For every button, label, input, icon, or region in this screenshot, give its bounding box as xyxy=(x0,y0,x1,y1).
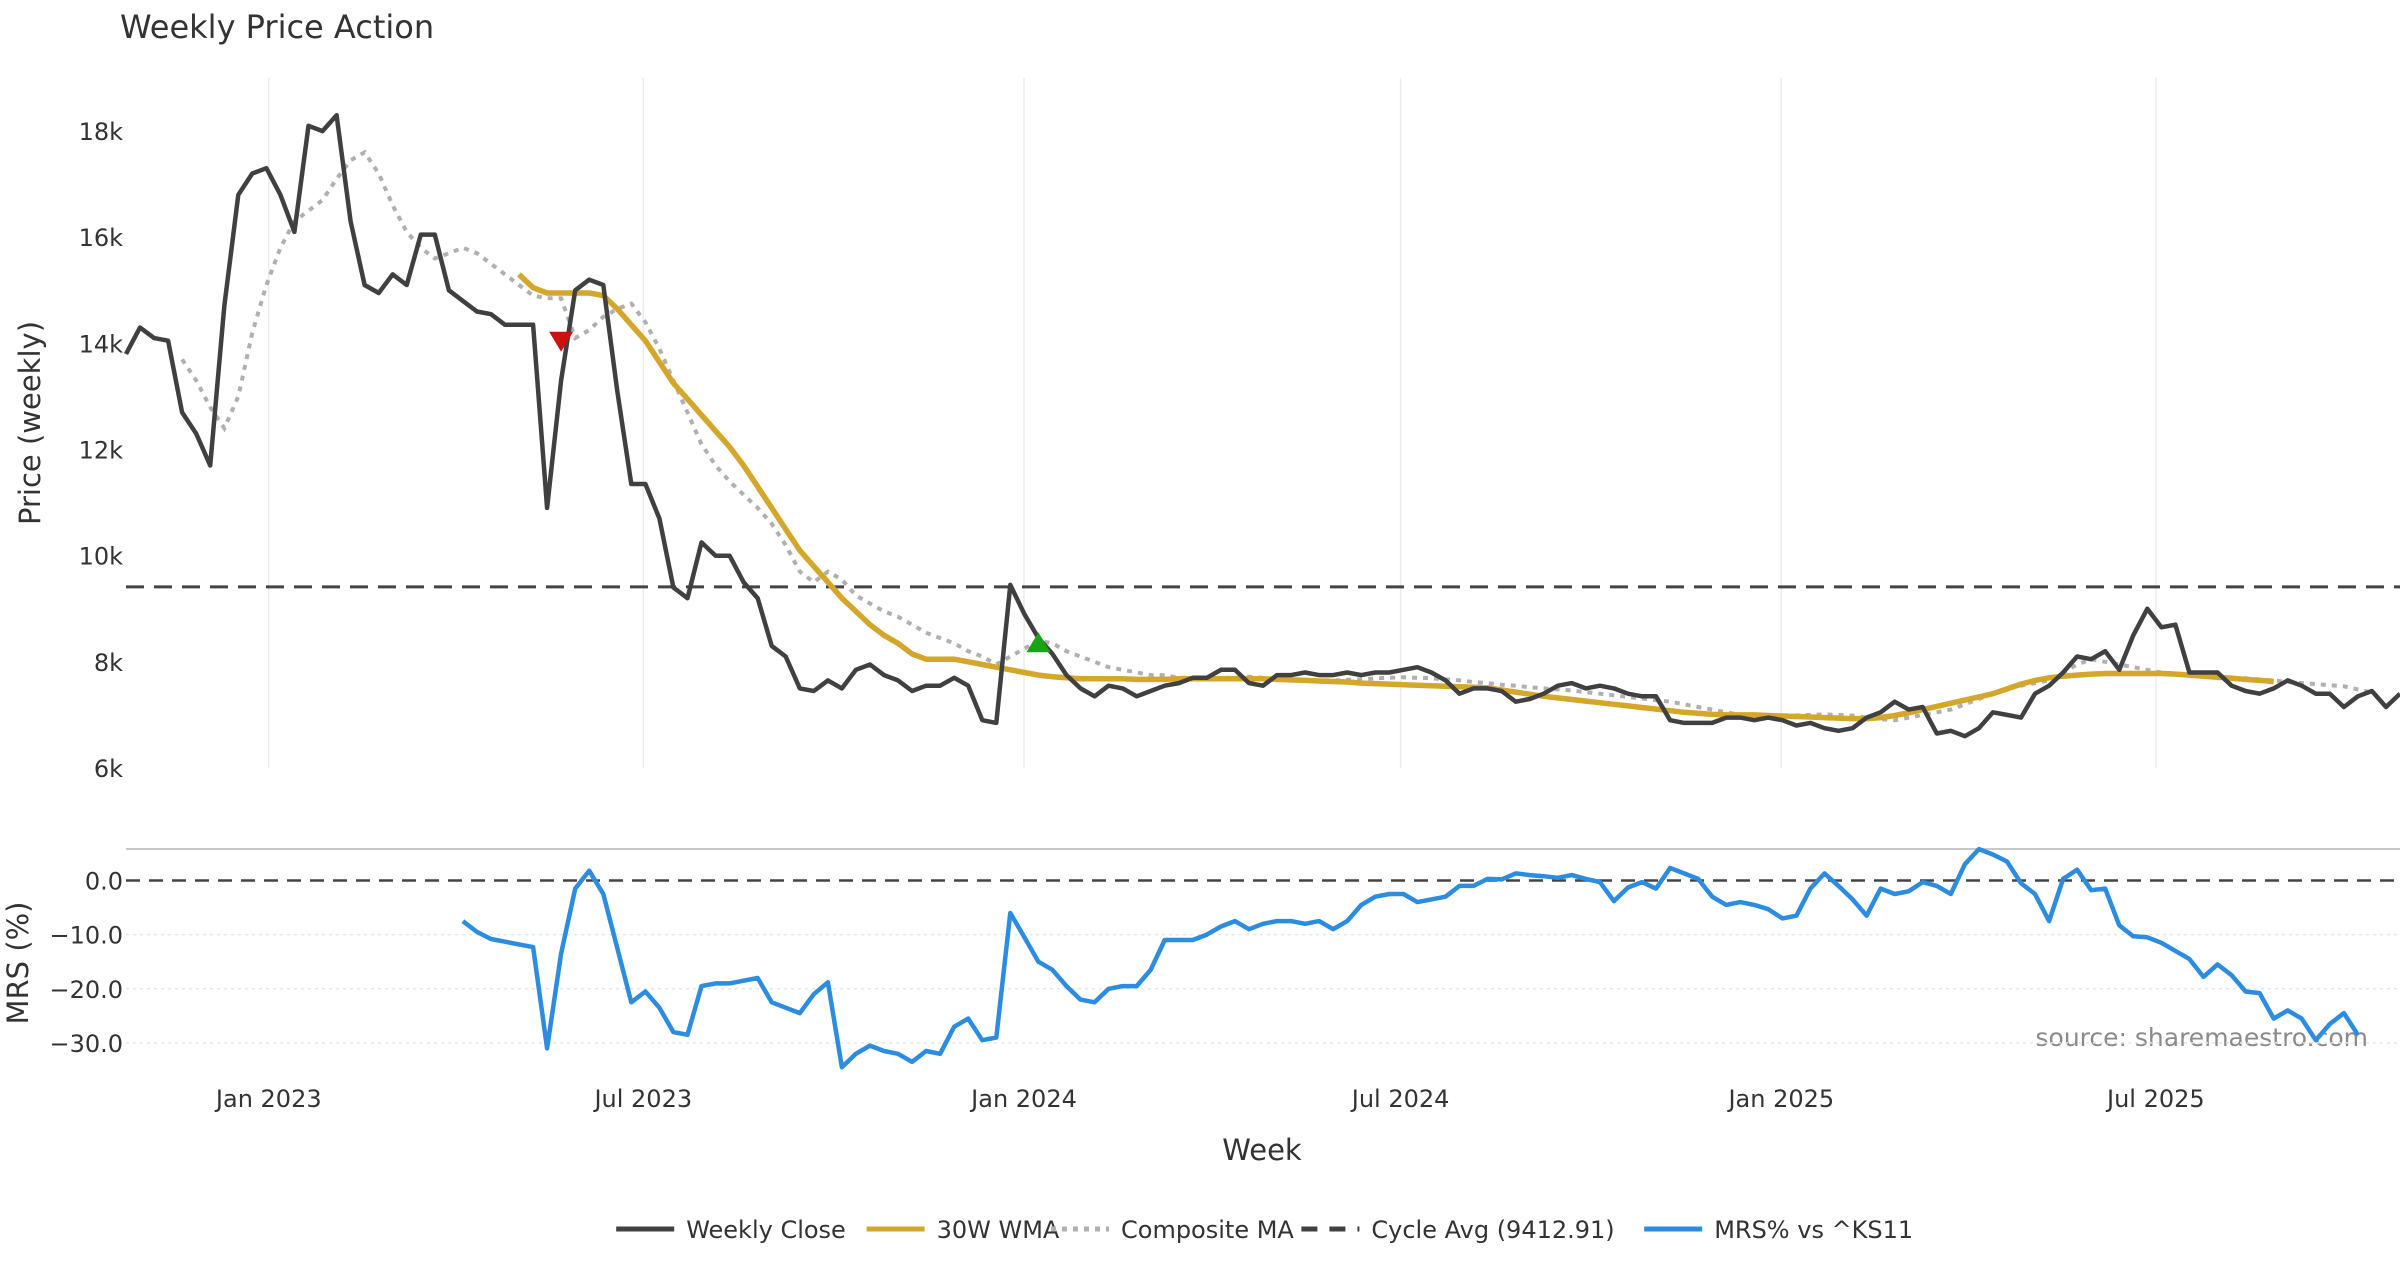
legend-item: 30W WMA xyxy=(866,1216,1060,1244)
x-tick-label: Jan 2025 xyxy=(1726,1085,1834,1113)
mrs-panel: 0.0 −10.0 −20.0 −30.0 MRS (%) xyxy=(1,846,2400,1070)
legend-label: Weekly Close xyxy=(686,1216,846,1244)
chart-title: Weekly Price Action xyxy=(120,8,434,46)
mrs-y-tick-label: −30.0 xyxy=(49,1030,123,1058)
x-tick-label: Jul 2024 xyxy=(1350,1085,1450,1113)
x-tick-label: Jan 2024 xyxy=(969,1085,1077,1113)
legend-label: 30W WMA xyxy=(937,1216,1060,1244)
buy-signal-marker xyxy=(1026,632,1051,653)
legend-label: MRS% vs ^KS11 xyxy=(1714,1216,1913,1244)
legend-item: MRS% vs ^KS11 xyxy=(1644,1216,1913,1244)
price-y-tick-label: 6k xyxy=(94,755,123,783)
mrs-y-tick-label: −10.0 xyxy=(49,922,123,950)
legend-item: Weekly Close xyxy=(616,1216,846,1244)
price-y-tick-label: 14k xyxy=(79,330,124,358)
legend: Weekly Close 30W WMA Composite MA Cycle Avg… xyxy=(616,1216,1913,1244)
x-tick-label: Jul 2025 xyxy=(2105,1085,2205,1113)
mrs-y-axis-label: MRS (%) xyxy=(1,902,35,1025)
price-y-tick-label: 18k xyxy=(79,118,124,146)
weekly-close-line xyxy=(124,112,2400,739)
wma-30w-line xyxy=(517,272,2274,722)
price-y-tick-label: 8k xyxy=(94,649,123,677)
sell-signal-marker xyxy=(549,331,574,352)
legend-label: Cycle Avg (9412.91) xyxy=(1371,1216,1614,1244)
legend-item: Cycle Avg (9412.91) xyxy=(1301,1216,1615,1244)
price-y-axis-label: Price (weekly) xyxy=(13,321,47,525)
x-axis-label: Week xyxy=(1222,1133,1302,1167)
mrs-y-tick-label: −20.0 xyxy=(49,976,123,1004)
legend-item: Composite MA xyxy=(1051,1216,1294,1244)
composite-ma-line xyxy=(180,149,2373,723)
x-axis: Jan 2023 Jul 2023 Jan 2024 Jul 2024 Jan 2025… xyxy=(214,1085,2205,1113)
price-y-tick-label: 16k xyxy=(79,224,124,252)
x-tick-label: Jul 2023 xyxy=(592,1085,692,1113)
mrs-y-tick-label: 0.0 xyxy=(85,867,123,895)
price-y-tick-label: 10k xyxy=(79,543,124,571)
x-tick-label: Jan 2023 xyxy=(214,1085,322,1113)
price-y-tick-label: 12k xyxy=(79,437,124,465)
price-panel: 6k 8k 10k 12k 14k 16k 18k Price (weekly) xyxy=(13,78,2400,783)
legend-label: Composite MA xyxy=(1121,1216,1294,1244)
mrs-line xyxy=(461,846,2360,1070)
